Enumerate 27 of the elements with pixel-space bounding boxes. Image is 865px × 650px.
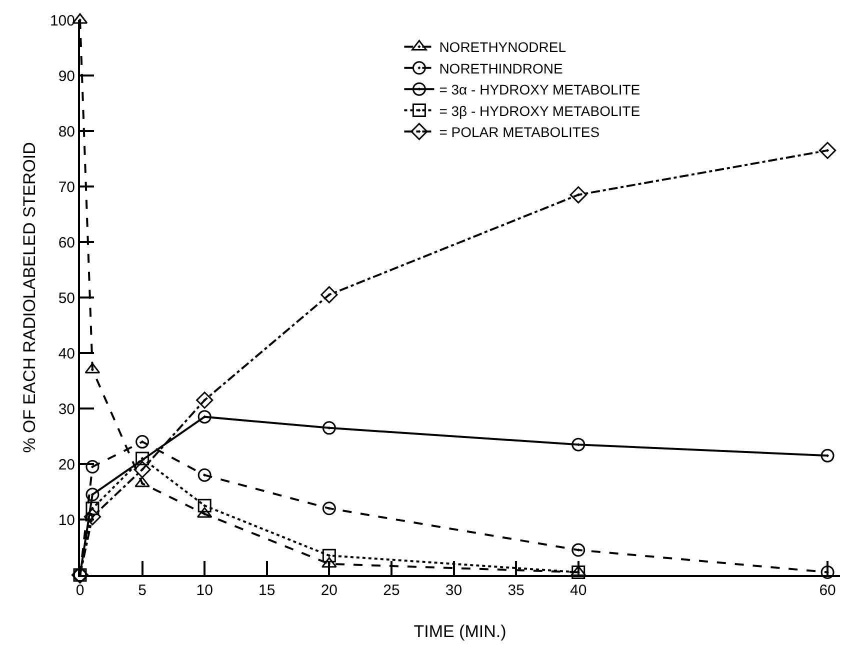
x-tick-label: 15 — [258, 582, 276, 599]
x-tick-label: 30 — [445, 582, 462, 599]
y-tick-label: 50 — [58, 290, 75, 307]
legend-label: NORETHYNODREL — [439, 39, 566, 56]
y-axis-title: % OF EACH RADIOLABELED STEROID — [20, 142, 39, 453]
y-tick-label: 90 — [58, 68, 75, 85]
x-tick-label: 20 — [320, 582, 338, 599]
y-tick-label: 60 — [58, 234, 75, 252]
x-tick-label: 25 — [383, 582, 400, 599]
x-tick-label: 0 — [76, 582, 84, 599]
y-tick-label: 20 — [58, 456, 75, 474]
y-tick-label: 10 — [58, 512, 75, 529]
legend-label: = 3α - HYDROXY METABOLITE — [439, 82, 640, 98]
y-tick-label: 40 — [58, 345, 75, 362]
legend-label: NORETHINDRONE — [439, 60, 563, 76]
legend-label: = 3β - HYDROXY METABOLITE — [439, 102, 640, 119]
y-tick-label: 70 — [58, 178, 75, 196]
legend-label: = POLAR METABOLITES — [439, 124, 600, 140]
x-tick-label: 10 — [196, 582, 213, 599]
y-tick-label: 100 — [50, 12, 75, 30]
x-axis-title: TIME (MIN.) — [414, 622, 506, 641]
y-tick-label: 80 — [58, 123, 75, 140]
x-tick-label: 35 — [508, 582, 524, 599]
x-tick-label: 5 — [138, 582, 146, 599]
x-tick-label: 60 — [819, 582, 836, 599]
x-tick-label: 40 — [570, 582, 587, 599]
y-tick-label: 30 — [58, 400, 75, 418]
